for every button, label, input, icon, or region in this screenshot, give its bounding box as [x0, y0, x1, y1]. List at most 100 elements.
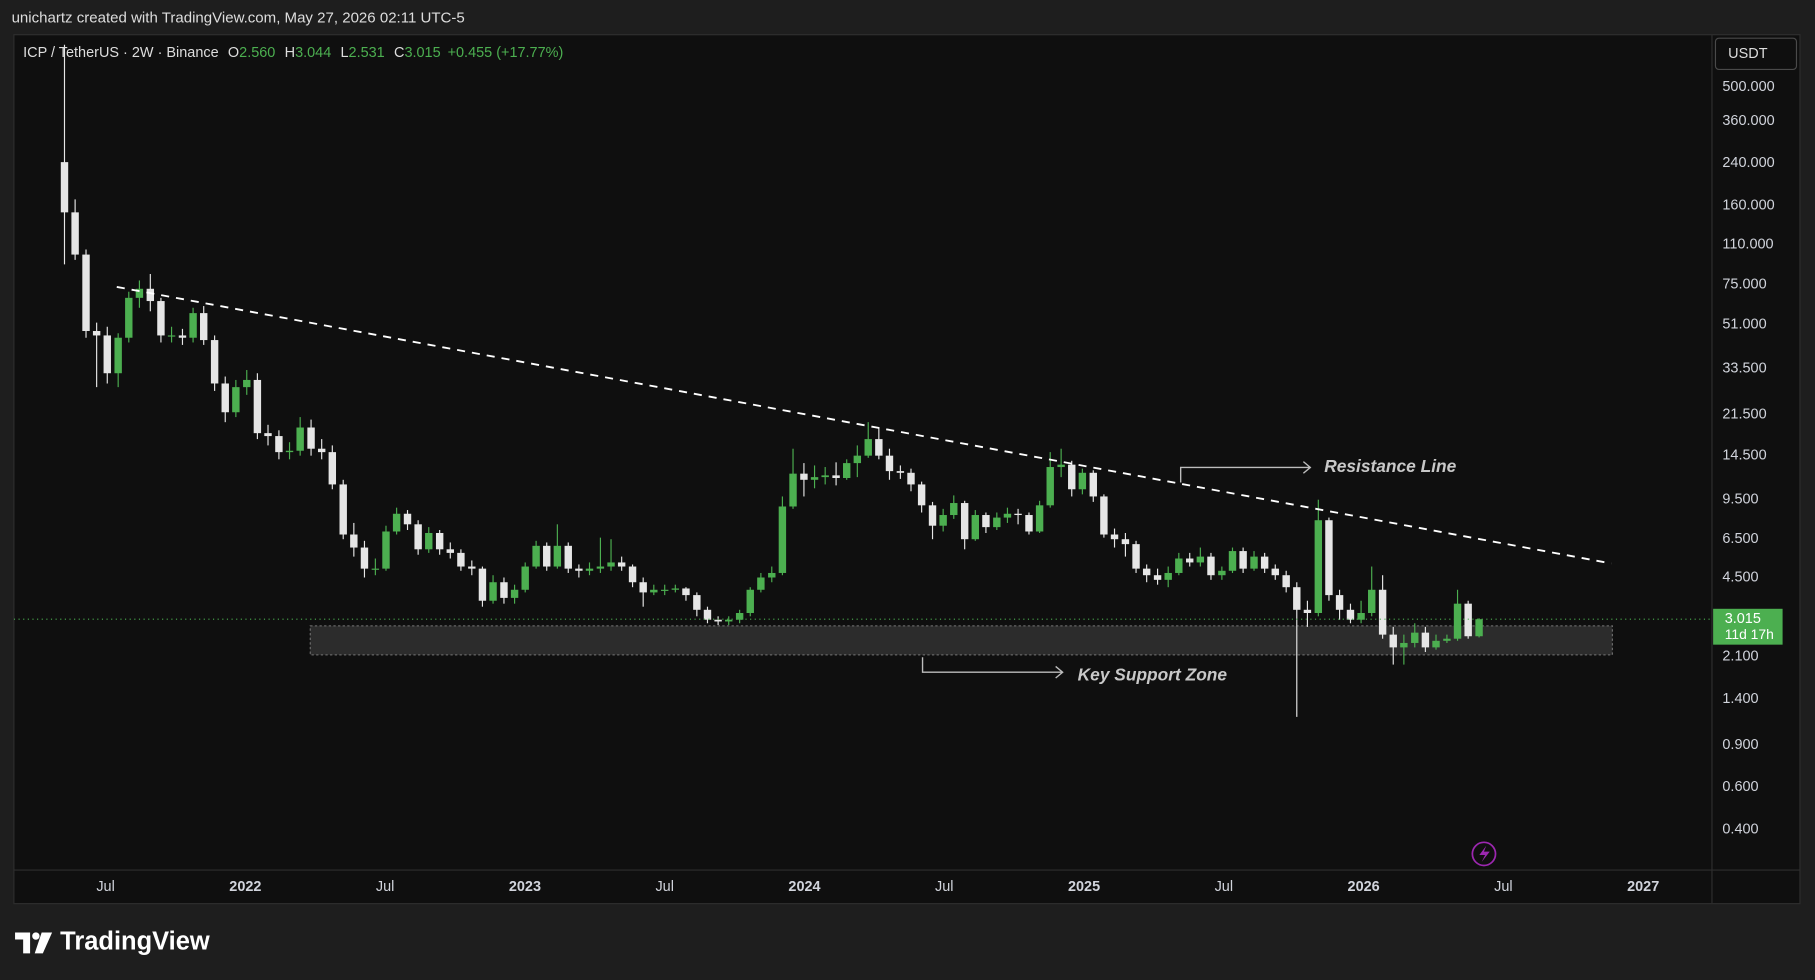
- alert-bolt: [1479, 845, 1490, 862]
- candle-body: [435, 532, 444, 550]
- attribution: unichartz created with TradingView.com, …: [12, 9, 465, 26]
- candle-body: [1068, 464, 1076, 490]
- candle-body: [1357, 613, 1365, 620]
- x-tick-label: Jul: [96, 879, 114, 895]
- chart-panel: [13, 34, 1801, 905]
- x-tick-label: 2023: [509, 879, 541, 895]
- candle-body: [489, 582, 497, 601]
- x-tick-label: 2022: [229, 879, 261, 895]
- candle-body: [939, 515, 947, 526]
- x-tick-label: 2025: [1068, 879, 1100, 895]
- candle-body: [1250, 556, 1258, 569]
- candle-body: [714, 619, 722, 622]
- candle-body: [703, 609, 712, 620]
- y-tick-label: 360.000: [1722, 113, 1774, 129]
- candle-body: [296, 427, 304, 451]
- candle-body: [189, 313, 197, 338]
- candle-body: [1368, 589, 1376, 614]
- symbol: ICP / TetherUS · 2W · Binance: [23, 45, 219, 61]
- candle-body: [1475, 619, 1483, 637]
- candle-body: [1271, 568, 1279, 576]
- candle-body: [1100, 496, 1108, 535]
- candle-body: [275, 436, 283, 453]
- candle-body: [103, 335, 111, 374]
- candle-body: [1411, 632, 1419, 643]
- brand-logo: [15, 932, 53, 954]
- ohlc-key: O: [228, 45, 239, 61]
- candle-body: [553, 545, 562, 567]
- candle-body: [317, 448, 326, 453]
- ohlc-value: 3.044: [295, 45, 331, 61]
- y-tick-label: 0.900: [1722, 737, 1758, 753]
- candle-body: [735, 613, 744, 620]
- candle-body: [135, 288, 144, 298]
- candle-body: [821, 475, 829, 478]
- candle-body: [125, 297, 133, 338]
- candle-body: [982, 515, 990, 528]
- candle-body: [1025, 515, 1033, 532]
- currency-button[interactable]: [1714, 37, 1798, 70]
- candle-body: [285, 450, 294, 453]
- legend: ICP / TetherUS · 2W · Binance O2.560 H3.04…: [23, 45, 563, 61]
- ohlc-key: L: [341, 45, 349, 61]
- ohlc-value: 3.015: [404, 45, 440, 61]
- candle-body: [478, 568, 487, 601]
- candle-body: [1260, 556, 1269, 569]
- candle-body: [746, 589, 754, 614]
- candle-body: [1164, 572, 1172, 580]
- candle-body: [371, 568, 380, 570]
- last-price-label: 3.015: [1725, 611, 1761, 627]
- countdown: 11d 17h: [1725, 626, 1774, 642]
- candle-body: [1121, 539, 1130, 545]
- y-tick-label: 6.500: [1722, 531, 1758, 547]
- y-tick-label: 500.000: [1722, 79, 1774, 95]
- candle-body: [1196, 556, 1205, 563]
- candle-body: [157, 301, 165, 336]
- y-tick-label: 9.500: [1722, 492, 1758, 508]
- candle-body: [661, 589, 669, 591]
- candle-body: [532, 545, 540, 567]
- candle-body: [414, 524, 422, 550]
- candle-body: [457, 552, 465, 567]
- candle-body: [757, 577, 765, 590]
- candle-body: [403, 513, 412, 525]
- x-tick-label: Jul: [1494, 879, 1512, 895]
- candle-body: [768, 572, 776, 578]
- candle-body: [60, 162, 69, 213]
- candle-body: [360, 547, 369, 569]
- candle-body: [200, 313, 208, 341]
- candle-body: [1303, 609, 1312, 614]
- candle-body: [950, 503, 958, 516]
- candle-body: [993, 517, 1001, 528]
- y-tick-label: 1.400: [1722, 691, 1758, 707]
- candle-body: [564, 545, 572, 569]
- candle-body: [1035, 505, 1044, 532]
- y-tick-label: 51.000: [1722, 317, 1766, 333]
- candle-body: [1228, 551, 1237, 571]
- y-tick-label: 14.500: [1722, 447, 1766, 463]
- candle-body: [810, 477, 819, 480]
- candle-body: [1003, 513, 1012, 518]
- candle-body: [596, 566, 605, 569]
- candle-body: [1078, 472, 1087, 490]
- x-tick-label: 2027: [1627, 879, 1659, 895]
- candle-body: [468, 566, 476, 569]
- alert-icon[interactable]: [1471, 841, 1497, 867]
- candle-body: [1346, 609, 1355, 620]
- candle-body: [628, 566, 637, 583]
- candle-body: [210, 340, 219, 384]
- candle-body: [853, 455, 862, 464]
- candle-body: [339, 484, 347, 535]
- candle-body: [1400, 642, 1408, 648]
- candle-body: [650, 589, 658, 593]
- candle-body: [725, 619, 733, 622]
- candle-body: [800, 473, 808, 480]
- y-tick-label: 110.000: [1722, 236, 1773, 252]
- currency[interactable]: USDT: [1728, 46, 1768, 62]
- x-tick-label: Jul: [1215, 879, 1233, 895]
- x-tick-label: 2026: [1348, 879, 1380, 895]
- candle-body: [92, 331, 101, 336]
- candle-body: [693, 595, 701, 610]
